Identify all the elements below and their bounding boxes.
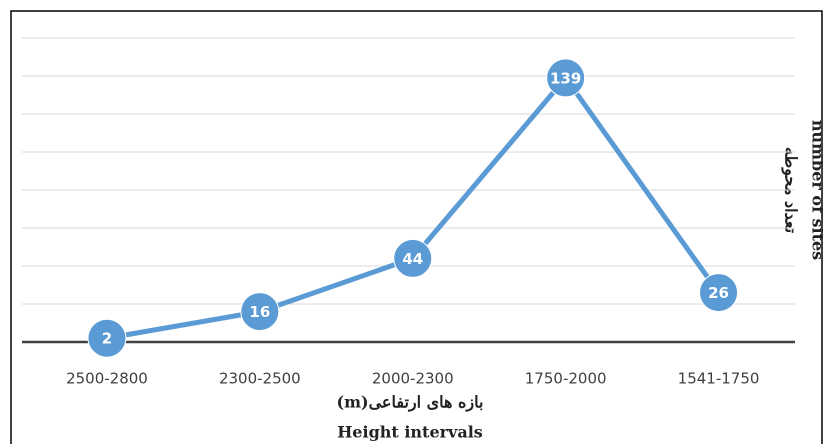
x-axis-title-en: Height intervals — [337, 423, 483, 442]
data-point — [240, 292, 280, 332]
x-tick-label: 1750-2000 — [525, 370, 607, 388]
data-label: 2 — [102, 330, 112, 348]
x-tick-label: 2500-2800 — [66, 370, 148, 388]
x-tick-label: 1541-1750 — [678, 370, 760, 388]
data-point — [699, 273, 739, 313]
data-point — [393, 238, 433, 278]
data-label: 139 — [550, 69, 581, 87]
data-point — [87, 318, 127, 358]
data-point — [546, 58, 586, 98]
data-label: 16 — [249, 303, 270, 321]
x-tick-label: 2000-2300 — [372, 370, 454, 388]
x-axis-title: بازه های ارتفاعی(m) — [337, 393, 484, 413]
data-label: 44 — [402, 250, 423, 268]
data-line — [106, 75, 721, 341]
x-tick-label: 2300-2500 — [219, 370, 301, 388]
chart-frame — [10, 10, 823, 444]
y-axis-title-en: number of sites — [809, 120, 823, 260]
data-label: 26 — [708, 284, 729, 302]
